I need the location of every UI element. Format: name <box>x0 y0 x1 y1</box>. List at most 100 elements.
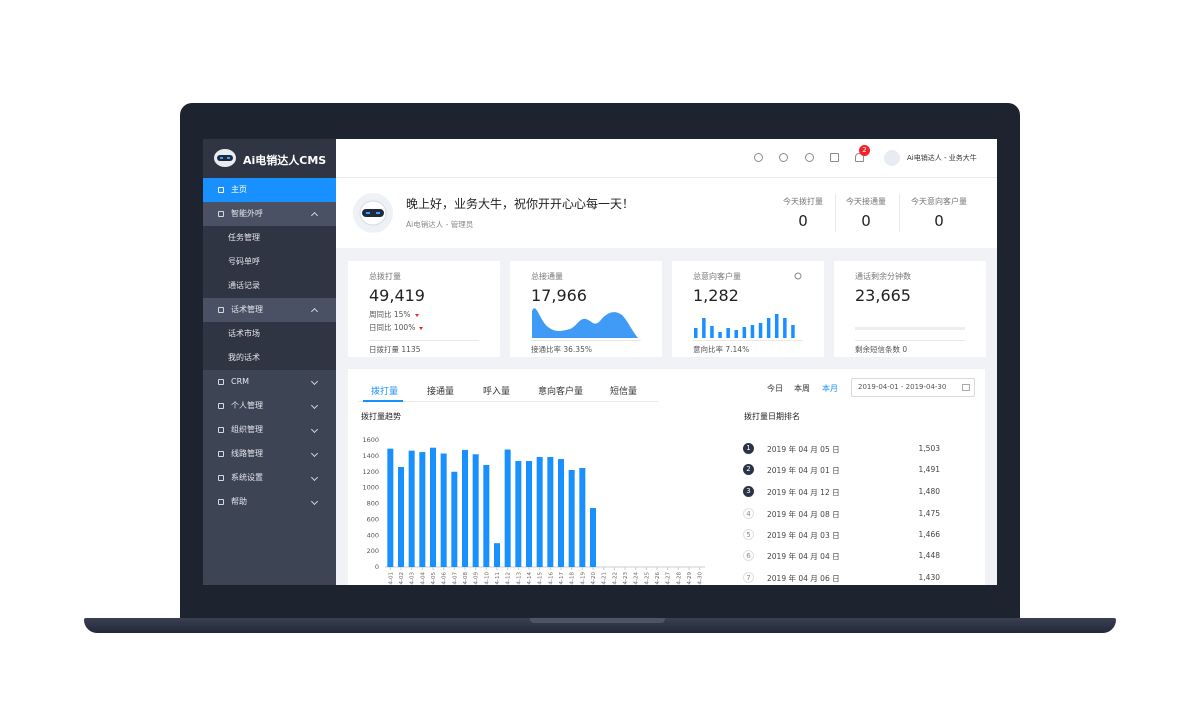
tab[interactable]: 接通量 <box>427 387 455 397</box>
menu-label: 组织管理 <box>231 425 263 434</box>
x-tick-label: 04-02 <box>399 572 405 585</box>
y-tick-label: 1000 <box>362 484 379 492</box>
trend-down <box>414 313 419 317</box>
submenu-item[interactable]: 我的话术 <box>203 346 336 370</box>
card-footer: 接通比率 36.35% <box>531 345 592 354</box>
x-tick-label: 04-07 <box>452 572 458 585</box>
rank-value: 1,503 <box>918 444 940 453</box>
x-tick-label: 04-08 <box>463 572 469 585</box>
card-footer: 意向比率 7.14% <box>693 345 750 354</box>
menu-item[interactable]: 线路管理 <box>203 442 336 466</box>
menu-item[interactable]: 帮助 <box>203 490 336 514</box>
menu-icon <box>218 403 224 409</box>
rank-value: 1,430 <box>918 573 940 582</box>
rank-badge: 3 <box>743 486 754 497</box>
menu-item[interactable]: 主页 <box>203 178 336 202</box>
icon-add[interactable] <box>779 153 788 162</box>
bar <box>408 450 415 567</box>
stat-card: 总拨打量 49,419 周同比 15% 日同比 100% 日拨打量 1135 <box>348 261 500 357</box>
sidebar: Ai电销达人CMS 主页 智能外呼 任务管理号码单呼通话记录话术管理话术市场我的话术… <box>203 139 336 585</box>
menu-item[interactable]: 智能外呼 <box>203 202 336 226</box>
chevron <box>310 425 319 434</box>
icon-help[interactable] <box>805 153 814 162</box>
user-avatar[interactable] <box>884 150 900 166</box>
notification-badge[interactable]: 2 <box>859 145 870 156</box>
trend-down <box>419 326 424 330</box>
bar <box>579 468 586 567</box>
submenu-label: 号码单呼 <box>228 257 260 266</box>
submenu-item[interactable]: 任务管理 <box>203 226 336 250</box>
submenu-label: 我的话术 <box>228 353 260 362</box>
submenu-item[interactable]: 通话记录 <box>203 274 336 298</box>
card-title: 通话剩余分钟数 <box>855 272 911 281</box>
card-value: 17,966 <box>531 286 587 305</box>
x-tick-label: 04-06 <box>442 572 448 585</box>
bar <box>526 461 532 567</box>
submenu-label: 通话记录 <box>228 281 260 290</box>
menu-icon <box>218 451 224 457</box>
user-name[interactable]: Ai电销达人 - 业务大牛 <box>907 154 977 162</box>
menu-icon <box>218 475 224 481</box>
rank-date: 2019 年 04 月 03 日 <box>767 531 840 540</box>
card-graphic <box>532 308 638 338</box>
bar <box>558 459 564 567</box>
chevron <box>310 497 319 506</box>
menu-item[interactable]: 系统设置 <box>203 466 336 490</box>
mini-bar <box>775 314 779 338</box>
rank-date: 2019 年 04 月 01 日 <box>767 466 840 475</box>
laptop-base <box>84 618 1116 633</box>
icon-qrcode[interactable] <box>830 153 839 162</box>
tab-line <box>358 401 658 402</box>
sparkline-area <box>532 308 638 338</box>
menu-label: 个人管理 <box>231 401 263 410</box>
tab[interactable]: 短信量 <box>610 387 638 397</box>
icon-dashboard[interactable] <box>754 153 763 162</box>
period[interactable]: 本月 <box>822 384 838 393</box>
stat-value: 0 <box>798 212 808 230</box>
menu-item[interactable]: CRM <box>203 370 336 394</box>
x-tick-label: 04-13 <box>516 572 522 585</box>
card-value: 23,665 <box>855 286 911 305</box>
menu-label: 线路管理 <box>231 449 263 458</box>
submenu-item[interactable]: 号码单呼 <box>203 250 336 274</box>
rank-value: 1,491 <box>918 465 940 474</box>
tab[interactable]: 呼入量 <box>483 387 511 397</box>
y-tick-label: 1600 <box>362 436 379 444</box>
menu-item[interactable]: 个人管理 <box>203 394 336 418</box>
rank-date: 2019 年 04 月 06 日 <box>767 574 840 583</box>
bar <box>568 470 575 567</box>
stat-value: 0 <box>934 212 944 230</box>
stat-card: 总意向客户量 1,282 意向比率 7.14% <box>672 261 824 357</box>
menu-icon <box>218 211 224 217</box>
x-tick-label: 04-18 <box>570 572 576 585</box>
brand-name: Ai电销达人CMS <box>243 154 327 167</box>
date-range[interactable]: 2019-04-01 - 2019-04-30 <box>851 378 975 397</box>
submenu-label: 话术市场 <box>228 329 260 338</box>
rank-date: 2019 年 04 月 04 日 <box>767 552 840 561</box>
bar <box>504 449 511 567</box>
mini-bar <box>726 328 730 338</box>
menu-item[interactable]: 组织管理 <box>203 418 336 442</box>
x-tick-label: 04-22 <box>612 572 618 585</box>
x-tick-label: 04-21 <box>602 572 608 585</box>
role: Ai电销达人 - 管理员 <box>406 220 474 229</box>
menu-item[interactable]: 话术管理 <box>203 298 336 322</box>
rank-date: 2019 年 04 月 05 日 <box>767 445 840 454</box>
period[interactable]: 今日 <box>767 384 783 393</box>
period[interactable]: 本周 <box>794 384 810 393</box>
card-value: 49,419 <box>369 286 425 305</box>
chevron <box>310 377 319 386</box>
y-tick-label: 400 <box>367 531 379 539</box>
tab[interactable]: 拨打量 <box>371 387 399 397</box>
menu-label: CRM <box>231 377 250 386</box>
brand[interactable]: Ai电销达人CMS <box>203 139 336 178</box>
bar <box>483 465 490 567</box>
submenu-item[interactable]: 话术市场 <box>203 322 336 346</box>
x-tick-label: 04-19 <box>580 572 586 585</box>
tab-underline <box>363 400 403 402</box>
rank-badge: 6 <box>743 550 754 561</box>
card-graphic <box>855 327 965 330</box>
x-tick-label: 04-05 <box>431 572 437 585</box>
mini-bar <box>758 323 763 338</box>
tab[interactable]: 意向客户量 <box>538 387 584 397</box>
